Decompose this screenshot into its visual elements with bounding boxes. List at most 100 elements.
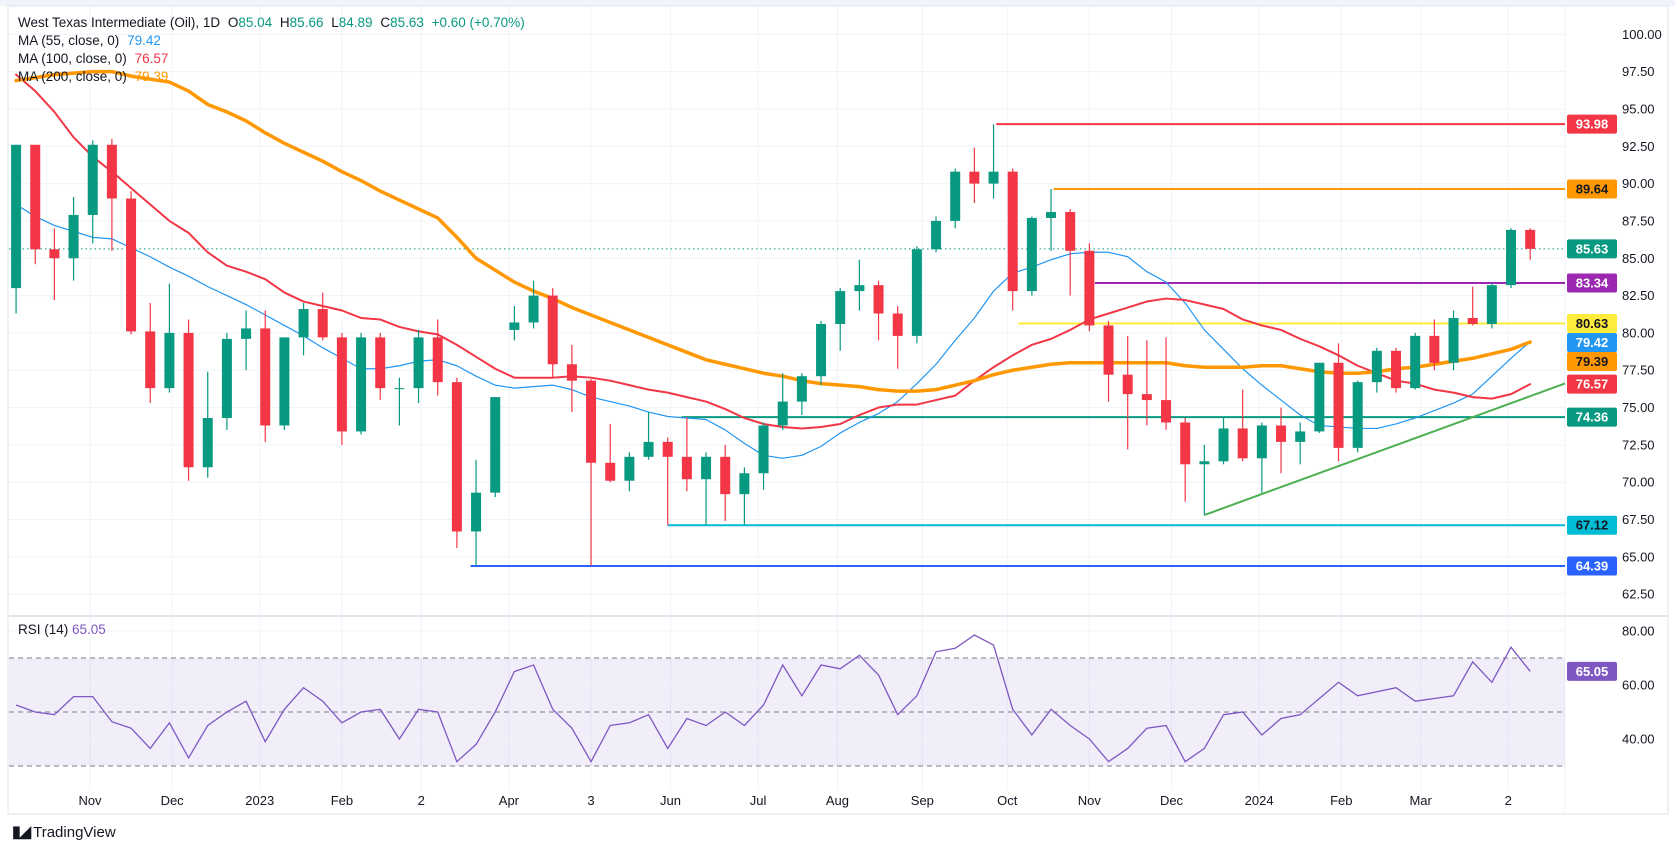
trendline[interactable] <box>1204 382 1566 516</box>
candle <box>509 306 520 341</box>
candle-body <box>30 144 41 250</box>
candle-body <box>1180 422 1191 465</box>
candle-body <box>1506 229 1517 286</box>
rsi-tick-label: 40.00 <box>1622 732 1655 747</box>
candle-body <box>1525 229 1536 249</box>
candle <box>1410 332 1421 390</box>
level-badge <box>1567 313 1617 333</box>
ma-badge <box>1567 351 1617 371</box>
candle <box>605 423 616 483</box>
ma-badge <box>1567 374 1617 394</box>
candle <box>202 371 213 478</box>
candle <box>892 306 903 369</box>
price-axis[interactable]: 62.50 65.00 67.50 70.00 72.50 75.00 77.50 80.00… <box>1622 27 1662 747</box>
candle-body <box>394 388 405 390</box>
time-tick-label: Feb <box>331 793 353 808</box>
candle-body <box>1448 317 1459 363</box>
ma55-legend[interactable]: MA (55, close, 0) 79.42 <box>18 32 165 50</box>
candle <box>1007 168 1018 311</box>
price-tick-label: 100.00 <box>1622 27 1662 42</box>
candle-body <box>586 380 597 463</box>
candle-body <box>1141 394 1152 401</box>
candle <box>1046 188 1057 251</box>
rsi-value: 65.05 <box>72 622 106 637</box>
tradingview-logo[interactable]: ▮◢ TradingView <box>12 822 116 842</box>
candle-body <box>241 328 252 339</box>
candle-body <box>701 456 712 480</box>
candle-body <box>950 171 961 221</box>
candle-body <box>969 171 980 184</box>
time-tick-label: 2 <box>418 793 425 808</box>
time-tick-label: 3 <box>587 793 594 808</box>
candle-body <box>87 144 98 215</box>
candle-body <box>1295 431 1306 442</box>
time-tick-label: Feb <box>1330 793 1352 808</box>
time-tick-label: Sep <box>911 793 934 808</box>
ma-badge-text: 76.57 <box>1576 377 1609 392</box>
price-tick-label: 85.00 <box>1622 251 1655 266</box>
ma200-legend[interactable]: MA (200, close, 0) 79.39 <box>18 68 172 86</box>
candle <box>1161 337 1172 430</box>
candle-body <box>1333 362 1344 448</box>
time-tick-label: 2024 <box>1245 793 1274 808</box>
rsi-badge-text: 65.05 <box>1576 664 1609 679</box>
level-badge-text: 80.63 <box>1576 316 1609 331</box>
candle-body <box>432 337 443 383</box>
candle <box>1218 418 1229 465</box>
ma55-label: MA (55, close, 0) <box>18 33 120 48</box>
candle <box>1314 362 1325 433</box>
candle-body <box>1256 425 1267 459</box>
candles <box>11 124 1536 566</box>
ma-line-200 <box>14 69 1532 393</box>
level-badge-text: 67.12 <box>1576 518 1609 533</box>
candle <box>969 147 980 204</box>
candle <box>547 288 558 378</box>
price-tick-label: 97.50 <box>1622 64 1655 79</box>
candle-body <box>1410 335 1421 389</box>
candle-body <box>49 249 60 259</box>
close-label: C <box>380 15 391 30</box>
price-tick-label: 70.00 <box>1622 475 1655 490</box>
candle <box>835 288 846 351</box>
close-value: 85.63 <box>390 15 424 30</box>
candle-body <box>777 401 788 426</box>
ma-line-100 <box>15 73 1532 430</box>
time-tick-label: Apr <box>499 793 520 808</box>
rsi-pane <box>9 630 1565 767</box>
ohlc-close: C85.63 <box>380 15 424 30</box>
open-label: O <box>227 15 239 30</box>
candle <box>586 379 597 566</box>
candle <box>68 197 79 281</box>
ma200-label: MA (200, close, 0) <box>18 69 127 84</box>
candle <box>260 310 271 442</box>
candle-body <box>106 144 117 199</box>
level-badge-text: 64.39 <box>1576 558 1609 573</box>
candle-body <box>1046 211 1057 218</box>
symbol-title[interactable]: West Texas Intermediate (Oil), 1D <box>18 15 221 30</box>
ma200-value: 79.39 <box>134 69 169 84</box>
candle <box>30 144 41 265</box>
ma100-legend[interactable]: MA (100, close, 0) 76.57 <box>18 50 172 68</box>
candle <box>1295 422 1306 465</box>
candle <box>413 329 424 404</box>
rsi-badge <box>1567 661 1617 681</box>
level-badge <box>1567 556 1617 576</box>
candle <box>1122 335 1133 450</box>
candle-body <box>356 337 367 432</box>
time-tick-label: 2 <box>1505 793 1512 808</box>
time-tick-label: Jun <box>660 793 681 808</box>
candle <box>126 191 137 335</box>
candle <box>1352 380 1363 453</box>
time-axis[interactable]: Nov Dec 2023 Feb 2 Apr 3 Jun Jul Aug Sep Oct Nov Dec 2… <box>78 793 1511 808</box>
candle <box>1084 243 1095 332</box>
candle <box>528 280 539 329</box>
price-tick-label: 82.50 <box>1622 288 1655 303</box>
time-tick-label: Dec <box>1160 793 1184 808</box>
candle-body <box>1122 374 1133 395</box>
candle-body <box>873 285 884 314</box>
rsi-legend[interactable]: RSI (14) 65.05 <box>18 622 106 637</box>
candle-body <box>298 309 309 338</box>
price-tick-label: 77.50 <box>1622 363 1655 378</box>
candle <box>662 437 673 526</box>
